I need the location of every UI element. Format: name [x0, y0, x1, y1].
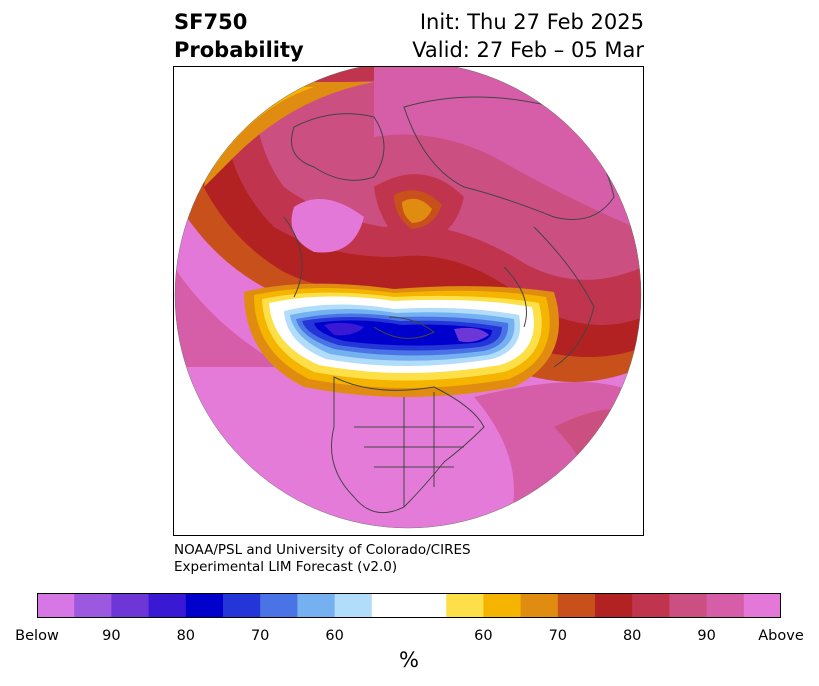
colorbar-tick-label: Below — [15, 628, 59, 644]
colorbar-segment — [223, 593, 261, 618]
colorbar-tick-label: 80 — [622, 628, 642, 644]
colorbar-segment — [260, 593, 298, 618]
coastlines — [283, 96, 615, 514]
colorbar-unit: % — [399, 648, 419, 672]
probability-title: Probability — [174, 38, 304, 62]
colorbar-segment — [148, 593, 187, 618]
colorbar-segment — [743, 593, 781, 618]
colorbar-segment — [371, 593, 410, 618]
init-date: Init: Thu 27 Feb 2025 — [419, 10, 644, 34]
globe-outline — [174, 67, 642, 529]
colorbar-segment — [483, 593, 522, 618]
valid-range: Valid: 27 Feb – 05 Mar — [412, 38, 644, 62]
colorbar-segment — [334, 593, 373, 618]
colorbar-segment — [185, 593, 224, 618]
colorbar-segment — [595, 593, 633, 618]
colorbar-tick-label: 60 — [325, 628, 344, 644]
colorbar-tick-label: 80 — [176, 628, 196, 644]
colorbar-tick-label: 90 — [102, 628, 121, 644]
colorbar-tick-label: 70 — [548, 628, 568, 644]
colorbar-segment — [37, 593, 75, 618]
credit-line-2: Experimental LIM Forecast (v2.0) — [174, 559, 398, 575]
colorbar-tick-label: 60 — [474, 628, 493, 644]
colorbar-segment — [297, 593, 336, 618]
colorbar-segment — [409, 593, 447, 618]
colorbar-border — [37, 593, 781, 618]
colorbar-segment — [520, 593, 559, 618]
date-block: Init: Thu 27 Feb 2025 Valid: 27 Feb – 05… — [412, 8, 644, 64]
colorbar-segment — [632, 593, 670, 618]
chart-title-block: SF750 Probability — [174, 8, 304, 64]
colorbar — [37, 593, 781, 618]
colorbar-tick-label: Above — [758, 628, 804, 644]
variable-title: SF750 — [174, 10, 248, 34]
credit-block: NOAA/PSL and University of Colorado/CIRE… — [174, 542, 471, 576]
map-panel — [173, 66, 644, 536]
colorbar-tick-label: 90 — [697, 628, 716, 644]
colorbar-segment — [557, 593, 596, 618]
colorbar-segment — [74, 593, 112, 618]
credit-line-1: NOAA/PSL and University of Colorado/CIRE… — [174, 542, 471, 558]
colorbar-segment — [111, 593, 150, 618]
polar-map — [174, 67, 642, 529]
colorbar-tick-label: 70 — [250, 628, 270, 644]
colorbar-segment — [669, 593, 708, 618]
colorbar-segment — [446, 593, 484, 618]
colorbar-segment — [706, 593, 745, 618]
